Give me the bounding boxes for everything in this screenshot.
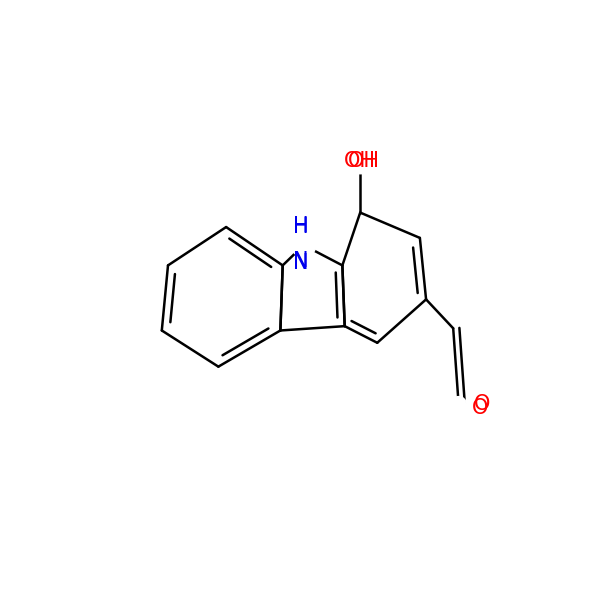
Text: N: N [293, 251, 308, 271]
Circle shape [292, 233, 316, 257]
Text: N: N [293, 253, 308, 273]
Text: OH: OH [348, 151, 380, 170]
Text: OH: OH [344, 151, 376, 170]
Text: H: H [293, 216, 308, 236]
Circle shape [451, 397, 466, 412]
Text: O: O [473, 394, 490, 414]
Circle shape [347, 147, 373, 174]
Text: O: O [472, 398, 488, 418]
Text: H: H [293, 217, 308, 238]
